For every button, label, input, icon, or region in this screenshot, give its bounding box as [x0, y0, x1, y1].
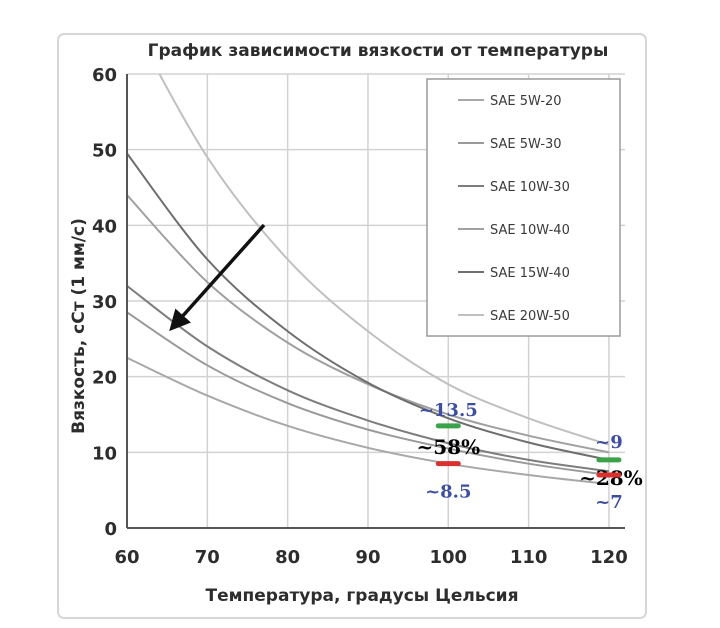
- annotations: ~13.5 ~58% ~8.5 ~9 ~28%~7: [416, 400, 642, 513]
- annotation-value: ~7: [595, 492, 623, 513]
- y-tick-label: 30: [92, 292, 117, 313]
- y-tick-label: 20: [92, 368, 117, 389]
- series-line-sae-10w-30: [127, 285, 610, 473]
- legend-box: [426, 78, 621, 337]
- legend-label: SAE 20W-50: [490, 309, 570, 324]
- trend-arrow: [169, 223, 266, 332]
- legend-label: SAE 5W-30: [490, 137, 562, 152]
- y-axis-label: Вязкость, сСт (1 мм/с): [69, 218, 89, 434]
- x-tick-label: 80: [275, 547, 300, 568]
- x-tick-label: 100: [430, 547, 468, 568]
- y-tick-label: 50: [92, 141, 117, 162]
- chart-title: График зависимости вязкости от температу…: [148, 41, 609, 61]
- y-tick-label: 10: [92, 443, 117, 464]
- series-line-sae-20w-50: [158, 74, 610, 446]
- series-line-sae-5w-30: [127, 311, 610, 477]
- series-line-sae-10w-40: [127, 194, 610, 454]
- y-tick-label: 60: [92, 65, 117, 86]
- y-tick-label: 0: [104, 519, 117, 540]
- series-line-sae-15w-40: [127, 152, 610, 461]
- y-tick-label: 40: [92, 216, 117, 237]
- annotation-value: ~8.5: [425, 482, 471, 503]
- x-tick-label: 110: [510, 547, 548, 568]
- x-tick-label: 90: [355, 547, 380, 568]
- legend-label: SAE 5W-20: [490, 94, 562, 109]
- x-tick-label: 120: [590, 547, 628, 568]
- x-axis-label: Температура, градусы Цельсия: [206, 586, 519, 606]
- x-tick-label: 70: [195, 547, 220, 568]
- legend-label: SAE 15W-40: [490, 266, 570, 281]
- x-tick-label: 60: [114, 547, 139, 568]
- x-tick-labels: 60 70 80 90 100 110 120: [114, 547, 627, 568]
- legend: SAE 5W-20 SAE 5W-30 SAE 10W-30 SAE 10W-40 SA…: [426, 78, 621, 337]
- annotation-percent: ~28%: [579, 466, 643, 490]
- series-layer: [127, 74, 610, 486]
- annotation-value: ~9: [595, 432, 623, 453]
- legend-label: SAE 10W-30: [490, 180, 570, 195]
- series-line-sae-5w-20: [127, 356, 610, 486]
- y-tick-labels: 0 10 20 30 40 50 60: [92, 65, 117, 540]
- annotation-percent: ~58%: [416, 435, 480, 459]
- annotation-value: ~13.5: [419, 400, 478, 421]
- legend-label: SAE 10W-40: [490, 223, 570, 238]
